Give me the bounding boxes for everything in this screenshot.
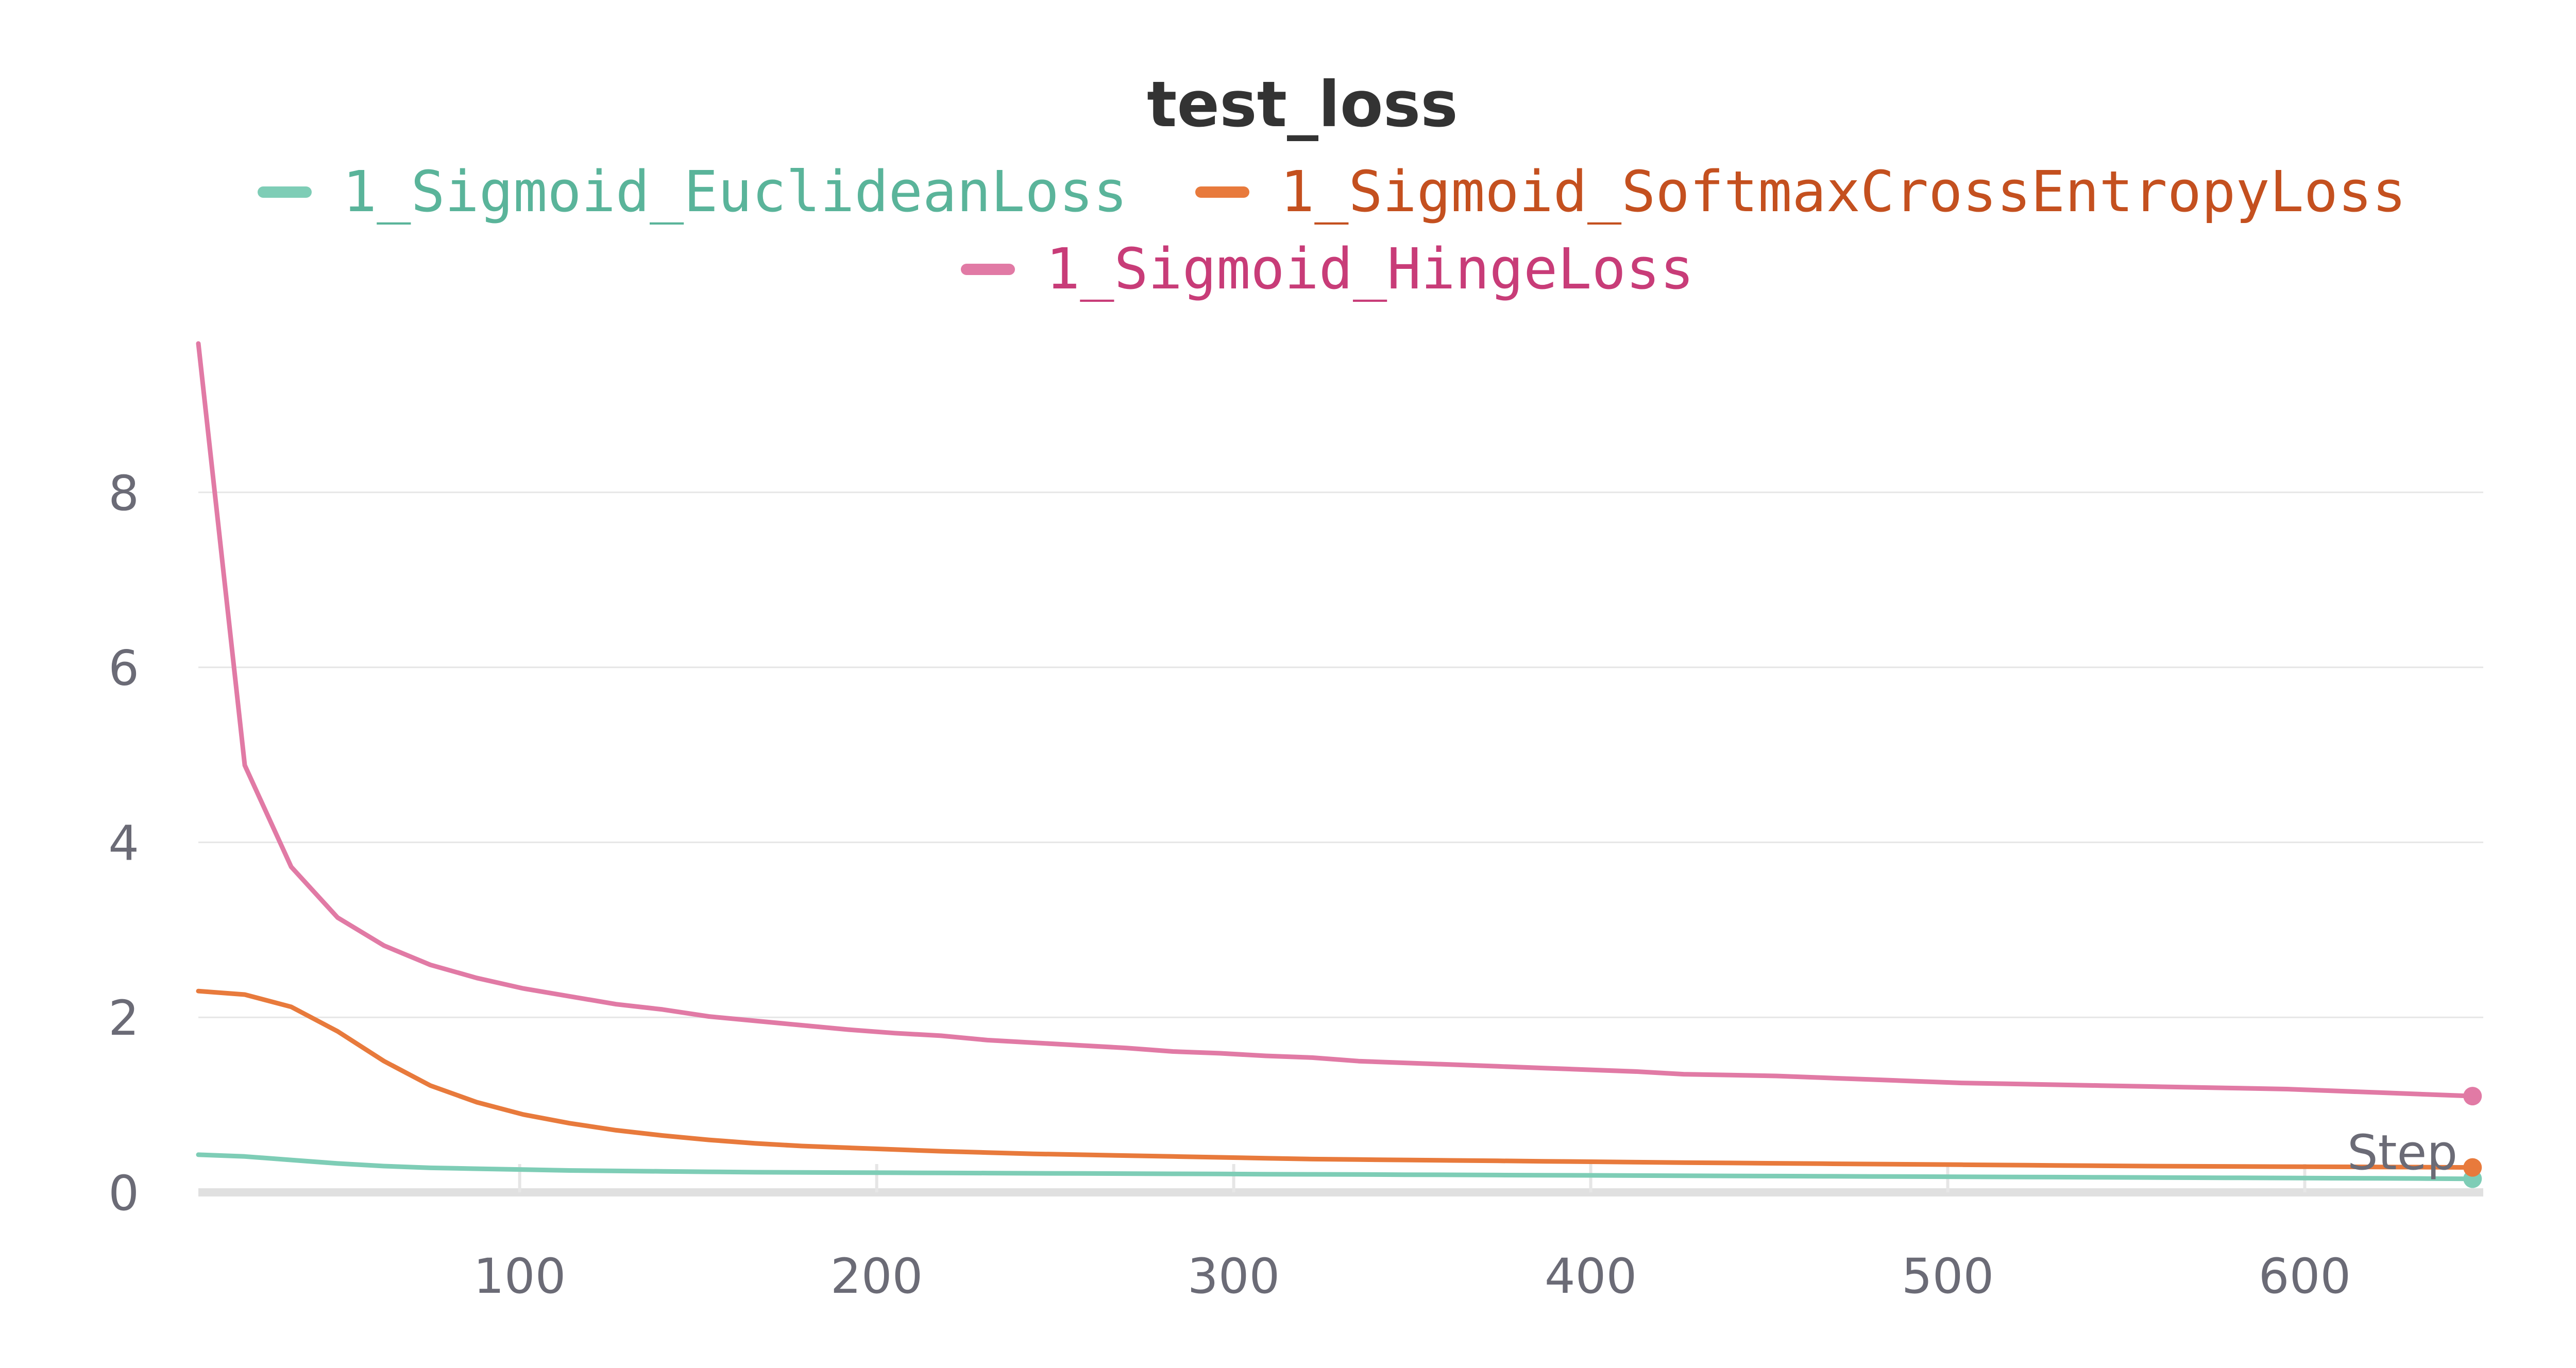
y-tick-label: 0 [108,1166,139,1222]
x-tick-label: 500 [1902,1249,1994,1305]
x-tick-label: 400 [1545,1249,1637,1305]
legend-swatch [1195,186,1249,198]
x-tick-label: 300 [1188,1249,1280,1305]
legend-label: 1_Sigmoid_EuclideanLoss [343,159,1127,225]
series-layer [196,341,2482,1188]
series-line-0 [196,1152,2475,1182]
y-axis: 0 2 4 6 8 [108,466,139,1222]
x-tick-label: 600 [2259,1249,2351,1305]
chart-title: test_loss [1147,68,1458,141]
series-end-point-1 [2463,1158,2482,1177]
legend-item-0[interactable]: 1_Sigmoid_EuclideanLoss [258,159,1127,225]
grid-lines [198,491,2483,1196]
legend-swatch [258,186,312,198]
y-tick-label: 8 [108,466,139,522]
x-axis: 100 200 300 400 500 600 [473,1164,2351,1305]
y-tick-label: 6 [108,641,139,697]
x-axis-title: Step [2347,1125,2458,1181]
legend-item-2[interactable]: 1_Sigmoid_HingeLoss [961,236,1694,302]
legend-swatch [961,264,1015,275]
y-tick-label: 4 [108,815,139,871]
legend-label: 1_Sigmoid_SoftmaxCrossEntropyLoss [1280,159,2406,225]
series-line-2 [196,341,2475,1099]
series-end-point-2 [2463,1087,2482,1106]
legend-label: 1_Sigmoid_HingeLoss [1046,236,1694,302]
y-tick-label: 2 [108,990,139,1047]
x-tick-label: 100 [473,1249,566,1305]
legend: 1_Sigmoid_EuclideanLoss 1_Sigmoid_Softmax… [258,159,2406,302]
x-tick-label: 200 [831,1249,923,1305]
series-line-1 [196,988,2475,1170]
legend-item-1[interactable]: 1_Sigmoid_SoftmaxCrossEntropyLoss [1195,159,2406,225]
